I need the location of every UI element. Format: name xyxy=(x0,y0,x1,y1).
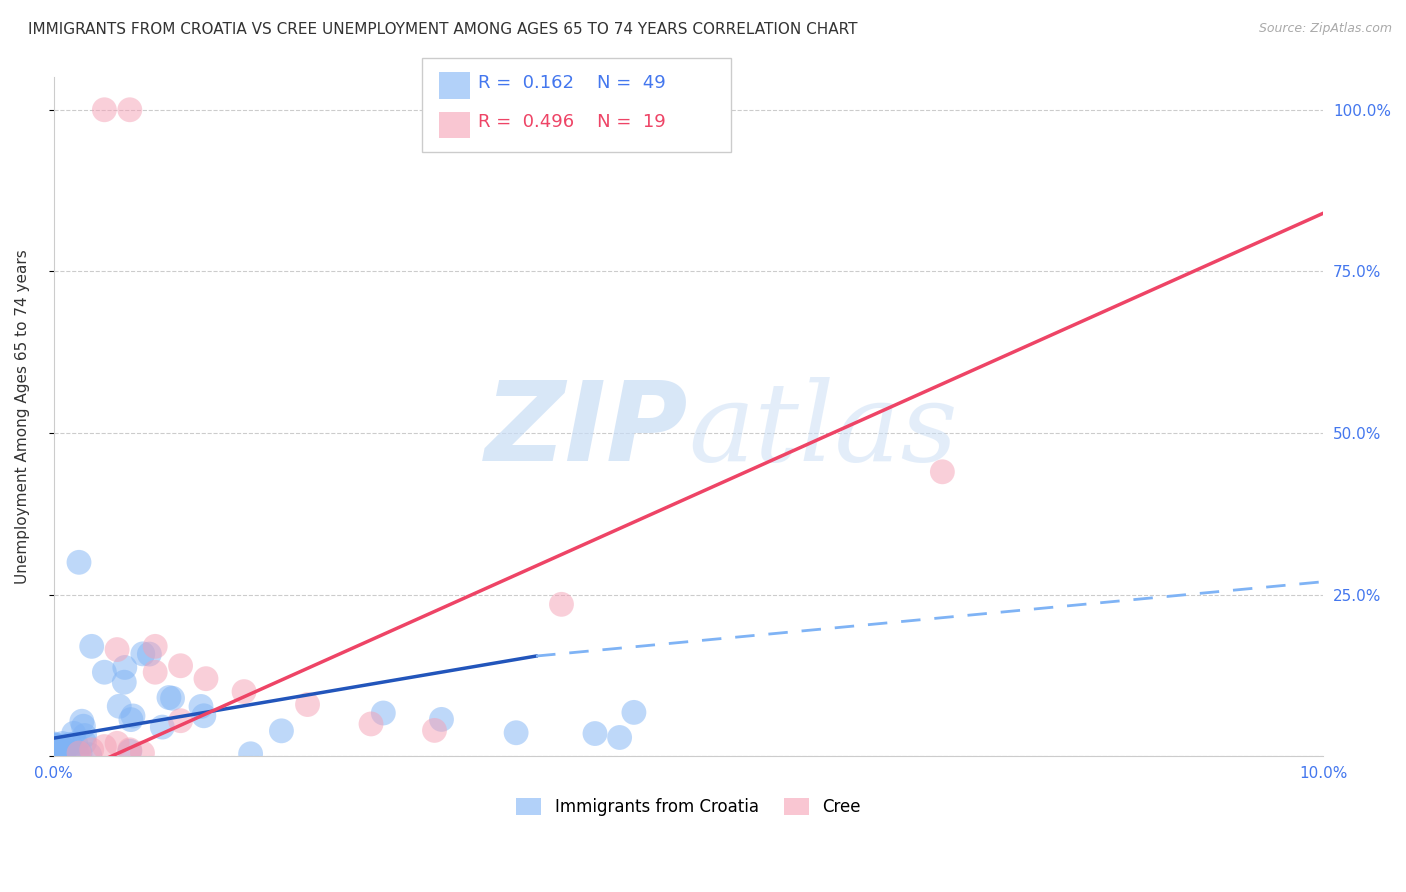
Point xyxy=(73,729,96,743)
Point xyxy=(194,672,217,686)
Point xyxy=(52,747,75,762)
Point xyxy=(931,465,953,479)
Point xyxy=(297,698,319,712)
Point xyxy=(118,744,141,758)
Point xyxy=(360,717,382,731)
Point xyxy=(80,743,103,757)
Point xyxy=(93,103,115,117)
Point xyxy=(52,747,75,761)
Point xyxy=(93,665,115,680)
Point xyxy=(131,746,153,760)
Point xyxy=(80,640,103,654)
Point xyxy=(120,713,142,727)
Point xyxy=(51,737,73,751)
Point xyxy=(44,737,66,751)
Point xyxy=(105,736,128,750)
Point xyxy=(45,739,67,753)
Point xyxy=(59,738,82,752)
Point xyxy=(162,691,184,706)
Point xyxy=(430,713,453,727)
Point xyxy=(505,725,527,739)
Point xyxy=(66,747,89,762)
Point xyxy=(138,647,160,661)
Point xyxy=(52,746,75,760)
Point xyxy=(143,665,166,680)
Y-axis label: Unemployment Among Ages 65 to 74 years: Unemployment Among Ages 65 to 74 years xyxy=(15,250,30,584)
Point xyxy=(49,744,72,758)
Point xyxy=(69,746,91,760)
Point xyxy=(233,684,256,698)
Point xyxy=(143,640,166,654)
Point xyxy=(49,746,72,760)
Point xyxy=(270,723,292,738)
Point xyxy=(583,726,606,740)
Point xyxy=(51,745,73,759)
Point xyxy=(93,739,115,754)
Text: R =  0.162    N =  49: R = 0.162 N = 49 xyxy=(478,74,666,92)
Point xyxy=(105,642,128,657)
Point xyxy=(118,743,141,757)
Point xyxy=(42,739,65,753)
Point xyxy=(169,714,191,728)
Point xyxy=(169,658,191,673)
Point xyxy=(190,699,212,714)
Point xyxy=(157,690,180,705)
Point xyxy=(423,723,446,738)
Point xyxy=(150,720,173,734)
Point xyxy=(79,747,101,762)
Point xyxy=(239,747,262,761)
Point xyxy=(65,736,87,750)
Point xyxy=(42,738,65,752)
Point xyxy=(609,731,631,745)
Point xyxy=(193,708,215,723)
Point xyxy=(55,743,77,757)
Text: ZIP: ZIP xyxy=(485,377,689,484)
Point xyxy=(45,744,67,758)
Text: IMMIGRANTS FROM CROATIA VS CREE UNEMPLOYMENT AMONG AGES 65 TO 74 YEARS CORRELATI: IMMIGRANTS FROM CROATIA VS CREE UNEMPLOY… xyxy=(28,22,858,37)
Point xyxy=(623,706,645,720)
Point xyxy=(373,706,395,720)
Text: Source: ZipAtlas.com: Source: ZipAtlas.com xyxy=(1258,22,1392,36)
Point xyxy=(62,726,84,740)
Legend: Immigrants from Croatia, Cree: Immigrants from Croatia, Cree xyxy=(510,791,868,822)
Point xyxy=(550,598,572,612)
Point xyxy=(108,699,131,714)
Point xyxy=(112,675,135,690)
Point xyxy=(114,660,136,674)
Point xyxy=(45,747,67,762)
Point xyxy=(52,741,75,756)
Point xyxy=(132,647,155,661)
Point xyxy=(72,719,94,733)
Point xyxy=(67,555,90,569)
Text: atlas: atlas xyxy=(689,376,957,484)
Point xyxy=(67,746,90,760)
Point xyxy=(70,714,93,729)
Point xyxy=(122,709,145,723)
Text: R =  0.496    N =  19: R = 0.496 N = 19 xyxy=(478,113,666,131)
Point xyxy=(118,103,141,117)
Point xyxy=(73,735,96,749)
